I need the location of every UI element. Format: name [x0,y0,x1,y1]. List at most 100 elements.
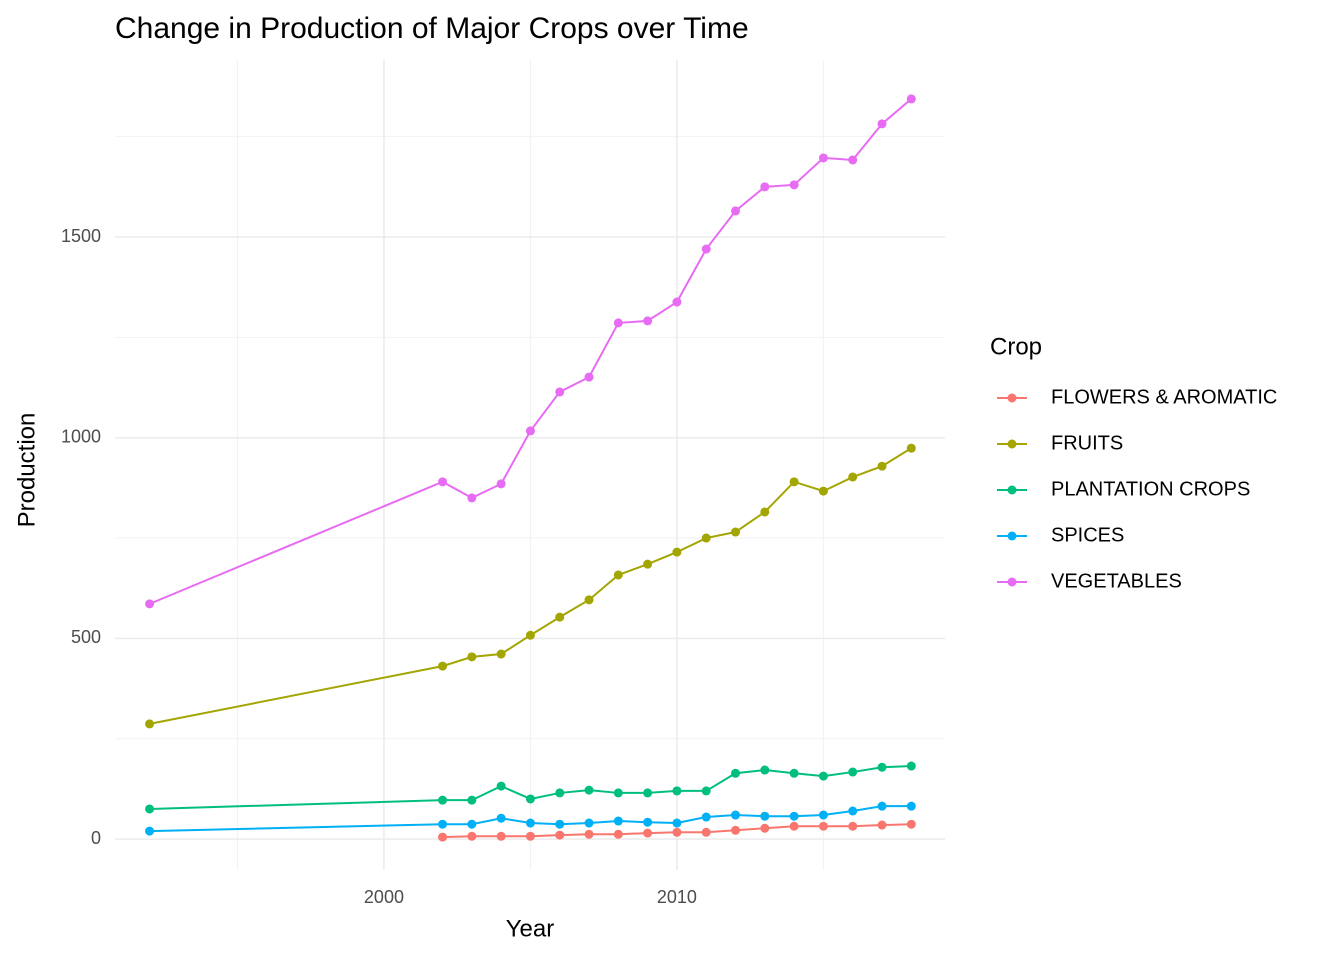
data-point [701,533,711,543]
data-point [848,155,858,165]
data-point [789,477,799,487]
data-point [496,813,506,823]
data-point [760,765,770,775]
series-line [149,447,912,725]
data-point [555,788,565,798]
data-point [906,761,916,771]
data-point [438,661,448,671]
data-point [701,827,711,837]
data-point [731,206,741,216]
data-point [584,818,594,828]
data-point [789,180,799,190]
data-point [818,486,828,496]
legend-key-point [1007,531,1017,541]
x-tick-label: 2000 [364,887,404,907]
series-line [149,765,912,810]
chart-title: Change in Production of Major Crops over… [115,12,749,45]
data-point [496,649,506,659]
data-point [848,806,858,816]
data-point [789,821,799,831]
series-line [149,805,912,833]
legend-label: SPICES [1051,524,1124,546]
series-line [149,98,912,605]
x-axis-title: Year [506,915,555,942]
data-point [643,559,653,569]
data-point [672,786,682,796]
data-point [613,816,623,826]
data-point [496,831,506,841]
data-point [496,479,506,489]
data-point [584,372,594,382]
legend-label: PLANTATION CROPS [1051,478,1250,500]
data-point [877,461,887,471]
data-point [613,788,623,798]
data-point [145,599,155,609]
y-tick-label: 1000 [61,426,101,446]
data-point [672,547,682,557]
data-point [613,570,623,580]
data-point [877,820,887,830]
data-point [613,318,623,328]
data-point [848,767,858,777]
data-point [701,786,711,796]
data-point [467,819,477,829]
y-tick-label: 0 [91,828,101,848]
data-point [818,771,828,781]
data-point [643,788,653,798]
data-point [555,830,565,840]
data-point [760,811,770,821]
data-point [818,821,828,831]
data-point [701,812,711,822]
legend-label: FRUITS [1051,432,1123,454]
data-point [848,821,858,831]
data-point [731,825,741,835]
data-point [555,612,565,622]
y-axis-title: Production [13,413,40,528]
grid [115,60,945,870]
data-point [643,316,653,326]
data-point [467,652,477,662]
data-point [145,826,155,836]
data-point [584,595,594,605]
data-point [906,801,916,811]
legend-title: Crop [990,333,1042,360]
legend-label: VEGETABLES [1051,570,1182,592]
data-point [643,817,653,827]
plot [145,94,916,842]
data-point [731,810,741,820]
data-point [672,827,682,837]
data-point [525,794,535,804]
data-point [438,477,448,487]
data-point [877,762,887,772]
data-point [555,387,565,397]
data-point [525,426,535,436]
data-point [467,493,477,503]
legend-key-point [1007,485,1017,495]
legend-key-point [1007,439,1017,449]
legend-key-point [1007,393,1017,403]
y-tick-label: 500 [71,627,101,647]
x-tick-label: 2010 [657,887,697,907]
legend-key-point [1007,577,1017,587]
data-point [525,831,535,841]
data-point [789,768,799,778]
data-point [145,719,155,729]
data-point [789,811,799,821]
y-tick-label: 1500 [61,226,101,246]
data-point [672,297,682,307]
data-point [760,182,770,192]
data-point [584,829,594,839]
data-point [877,801,887,811]
data-point [760,823,770,833]
data-point [818,153,828,163]
data-point [643,828,653,838]
legend-label: FLOWERS & AROMATIC [1051,386,1277,408]
data-point [525,630,535,640]
data-point [145,804,155,814]
data-point [613,829,623,839]
data-point [906,819,916,829]
data-point [438,819,448,829]
data-point [760,507,770,517]
data-point [496,781,506,791]
